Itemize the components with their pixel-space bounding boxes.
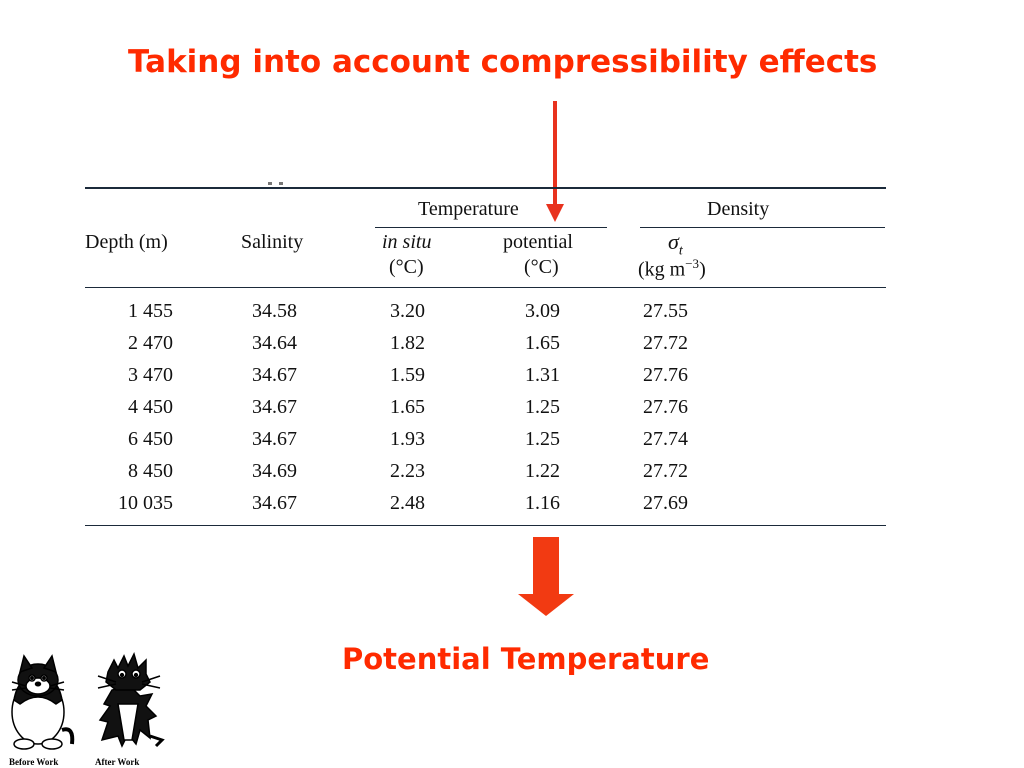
potential-unit: (°C) <box>524 256 559 278</box>
table-bottom-rule <box>85 525 886 526</box>
temperature-group-header: Temperature <box>418 198 519 220</box>
density-group-header: Density <box>707 198 770 220</box>
in-situ-cell: 1.59 <box>390 364 425 386</box>
table-top-rule <box>85 187 886 189</box>
salinity-cell: 34.67 <box>252 428 297 450</box>
potential-cell: 1.25 <box>525 428 560 450</box>
block-down-arrow-icon <box>518 537 574 616</box>
depth-cell: 6 450 <box>128 428 173 450</box>
depth-cell: 3 470 <box>128 364 173 386</box>
in-situ-unit: (°C) <box>389 256 424 278</box>
slide-title: Taking into account compressibility effe… <box>128 44 878 80</box>
cropped-text-remnant <box>268 182 272 185</box>
cropped-text-remnant <box>279 182 283 185</box>
depth-cell: 10 035 <box>118 492 173 514</box>
frazzled-cat-icon <box>97 651 165 748</box>
sigma-t-unit: (kg m−3) <box>638 256 706 282</box>
tidy-cat-icon <box>11 654 75 750</box>
in-situ-cell: 2.23 <box>390 460 425 482</box>
salinity-cell: 34.58 <box>252 300 297 322</box>
depth-column-header: Depth (m) <box>85 231 168 253</box>
in-situ-cell: 1.65 <box>390 396 425 418</box>
potential-cell: 1.65 <box>525 332 560 354</box>
sigma-cell: 27.72 <box>643 460 688 482</box>
salinity-cell: 34.69 <box>252 460 297 482</box>
potential-cell: 1.25 <box>525 396 560 418</box>
sigma-cell: 27.76 <box>643 396 688 418</box>
sigma-cell: 27.76 <box>643 364 688 386</box>
in-situ-cell: 1.93 <box>390 428 425 450</box>
salinity-cell: 34.67 <box>252 492 297 514</box>
in-situ-cell: 3.20 <box>390 300 425 322</box>
potential-cell: 1.31 <box>525 364 560 386</box>
potential-cell: 3.09 <box>525 300 560 322</box>
sigma-unit-exponent: −3 <box>685 256 700 271</box>
sigma-symbol: σ <box>668 229 679 254</box>
sigma-unit-close: ) <box>699 258 706 281</box>
depth-cell: 1 455 <box>128 300 173 322</box>
sigma-cell: 27.72 <box>643 332 688 354</box>
potential-cell: 1.22 <box>525 460 560 482</box>
header-bottom-rule <box>85 287 886 288</box>
potential-cell: 1.16 <box>525 492 560 514</box>
salinity-cell: 34.67 <box>252 396 297 418</box>
in-situ-cell: 1.82 <box>390 332 425 354</box>
sigma-unit-text: (kg m <box>638 258 686 281</box>
potential-temperature-label: Potential Temperature <box>342 642 710 676</box>
salinity-cell: 34.67 <box>252 364 297 386</box>
density-group-rule <box>640 227 885 228</box>
sigma-subscript: t <box>678 243 683 259</box>
after-work-caption: After Work <box>95 757 140 767</box>
in-situ-cell: 2.48 <box>390 492 425 514</box>
potential-column-header: potential <box>503 231 573 253</box>
temperature-group-rule <box>375 227 607 228</box>
salinity-cell: 34.64 <box>252 332 297 354</box>
in-situ-column-header: in situ <box>382 231 432 253</box>
salinity-column-header: Salinity <box>241 231 304 253</box>
sigma-t-column-header: σt <box>668 229 683 259</box>
sigma-cell: 27.74 <box>643 428 688 450</box>
sigma-cell: 27.55 <box>643 300 688 322</box>
depth-cell: 2 470 <box>128 332 173 354</box>
before-work-caption: Before Work <box>9 757 59 767</box>
depth-cell: 4 450 <box>128 396 173 418</box>
depth-cell: 8 450 <box>128 460 173 482</box>
sigma-cell: 27.69 <box>643 492 688 514</box>
